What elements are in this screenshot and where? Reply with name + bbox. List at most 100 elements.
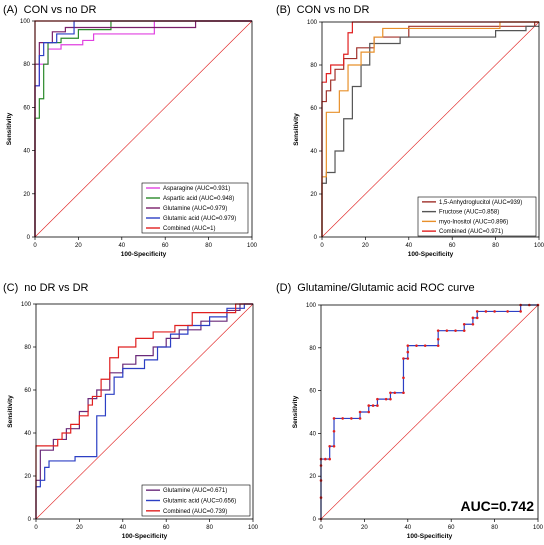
roc-point-35 <box>436 329 440 332</box>
roc-series-line-3 <box>321 21 539 237</box>
x-tick-label: 80 <box>492 243 499 249</box>
y-tick-label: 20 <box>310 192 317 198</box>
legend-entry: Combined (AUC=0.739) <box>163 509 227 515</box>
y-tick-label: 20 <box>24 474 31 480</box>
x-tick-label: 20 <box>362 243 369 249</box>
roc-point-18 <box>371 404 375 407</box>
x-tick-label: 80 <box>491 525 498 531</box>
legend-box <box>417 196 537 237</box>
y-tick-label: 80 <box>310 63 317 69</box>
roc-point-27 <box>402 357 405 360</box>
roc-point-31 <box>415 344 418 347</box>
legend-entry: Fructose (AUC=0.858) <box>439 210 499 216</box>
roc-series-line-3 <box>35 303 253 519</box>
roc-point-45 <box>493 310 496 313</box>
x-tick-label: 40 <box>119 525 126 531</box>
y-tick-label: 0 <box>314 235 318 241</box>
legend-entry: Combined (AUC=1) <box>163 226 216 232</box>
x-tick-label: 20 <box>76 525 83 531</box>
roc-point-24 <box>393 391 397 395</box>
y-tick-label: 20 <box>309 474 316 480</box>
x-tick-label: 60 <box>163 525 170 531</box>
panel-letter: (C) <box>3 282 18 294</box>
roc-panel-c: (C) no DR vs DR 0 20 40 60 80 100 0 20 40 60 80 100 10… <box>3 282 259 540</box>
roc-point-28 <box>406 357 410 360</box>
y-tick-label: 100 <box>20 19 31 25</box>
auc-annotation: AUC=0.742 <box>460 498 534 514</box>
roc-point-29 <box>406 350 410 354</box>
roc-point-43 <box>475 310 479 313</box>
panel-letter: (D) <box>276 282 291 294</box>
legend-entry: Asparagine (AUC=0.931) <box>163 186 230 192</box>
legend: 1,5-Anhydroglucitol (AUC=939) Fructose (A… <box>417 196 537 237</box>
panel-title-text: no DR vs DR <box>24 282 88 294</box>
y-axis-label: Sensitivity <box>6 112 13 145</box>
legend-entry: Glutamine (AUC=0.979) <box>163 206 227 212</box>
roc-point-19 <box>376 404 379 407</box>
legend: Asparagine (AUC=0.931) Aspartic acid (AUC… <box>141 182 249 234</box>
x-tick-label: 60 <box>162 243 169 249</box>
y-tick-label: 60 <box>310 106 317 112</box>
roc-panel-b: (B) CON vs no DR 0 20 40 60 80 100 0 20 40 60 80 100 1… <box>276 4 544 258</box>
roc-point-10 <box>332 429 336 433</box>
roc-series-line-4 <box>34 20 252 237</box>
roc-series-line-3 <box>34 20 252 237</box>
x-tick-label: 20 <box>75 243 82 249</box>
roc-point-13 <box>350 417 353 420</box>
x-tick-label: 100 <box>248 525 259 531</box>
y-tick-label: 40 <box>24 431 31 437</box>
roc-point-8 <box>328 444 331 448</box>
roc-series-line-4 <box>321 21 539 237</box>
y-tick-label: 100 <box>306 303 317 309</box>
roc-point-44 <box>484 310 488 313</box>
reference-diagonal <box>34 20 253 238</box>
x-tick-label: 40 <box>404 525 411 531</box>
x-tick-label: 80 <box>206 525 213 531</box>
panel-title-text: CON vs no DR <box>24 4 97 16</box>
x-axis-label: 100-Specificity <box>122 533 168 540</box>
x-tick-label: 60 <box>448 525 455 531</box>
roc-point-17 <box>367 404 371 407</box>
roc-point-47 <box>519 310 522 313</box>
x-axis-label: 100-Specificity <box>121 251 167 258</box>
roc-point-12 <box>341 417 345 420</box>
roc-point-15 <box>358 410 362 414</box>
roc-point-23 <box>389 391 392 395</box>
legend-entry: Combined (AUC=0.971) <box>439 229 503 235</box>
roc-point-11 <box>332 417 336 420</box>
plot-frame <box>320 304 539 520</box>
x-tick-label: 40 <box>405 243 412 249</box>
panel-title: (C) no DR vs DR <box>3 282 89 294</box>
panel-letter: (B) <box>276 4 291 16</box>
roc-series-line-2 <box>35 303 253 519</box>
legend-entry: 1,5-Anhydroglucitol (AUC=939) <box>439 200 522 206</box>
panel-title: (B) CON vs no DR <box>276 4 369 16</box>
roc-point-33 <box>436 344 440 347</box>
roc-point-46 <box>506 310 509 313</box>
roc-point-20 <box>376 397 379 401</box>
roc-point-32 <box>423 344 427 347</box>
roc-panel-d: (D) Glutamine/Glutamic acid ROC curve 0 20 4… <box>276 282 544 540</box>
y-tick-label: 80 <box>23 62 30 68</box>
roc-point-22 <box>389 397 392 401</box>
legend-entry: Glutamine (AUC=0.671) <box>163 488 227 494</box>
plot-frame <box>321 21 540 238</box>
legend-entry: Glutamic acid (AUC=0.656) <box>163 499 236 505</box>
legend-entry: Glutamic acid (AUC=0.979) <box>163 216 236 222</box>
y-tick-label: 100 <box>21 302 32 308</box>
roc-point-7 <box>328 457 331 461</box>
y-axis-label: Sensitivity <box>292 395 299 428</box>
x-tick-label: 0 <box>33 243 37 249</box>
roc-point-9 <box>332 444 336 448</box>
x-tick-label: 0 <box>320 243 324 249</box>
panel-title-text: Glutamine/Glutamic acid ROC curve <box>297 282 474 294</box>
legend: Glutamine (AUC=0.671) Glutamic acid (AUC=… <box>141 484 251 517</box>
roc-point-34 <box>436 337 440 341</box>
y-tick-label: 80 <box>24 345 31 351</box>
x-tick-label: 40 <box>118 243 125 249</box>
x-tick-label: 20 <box>361 525 368 531</box>
roc-point-38 <box>462 329 466 332</box>
y-tick-label: 80 <box>309 346 316 352</box>
y-tick-label: 0 <box>28 517 32 523</box>
legend-entry: Aspartic acid (AUC=0.948) <box>163 196 234 202</box>
